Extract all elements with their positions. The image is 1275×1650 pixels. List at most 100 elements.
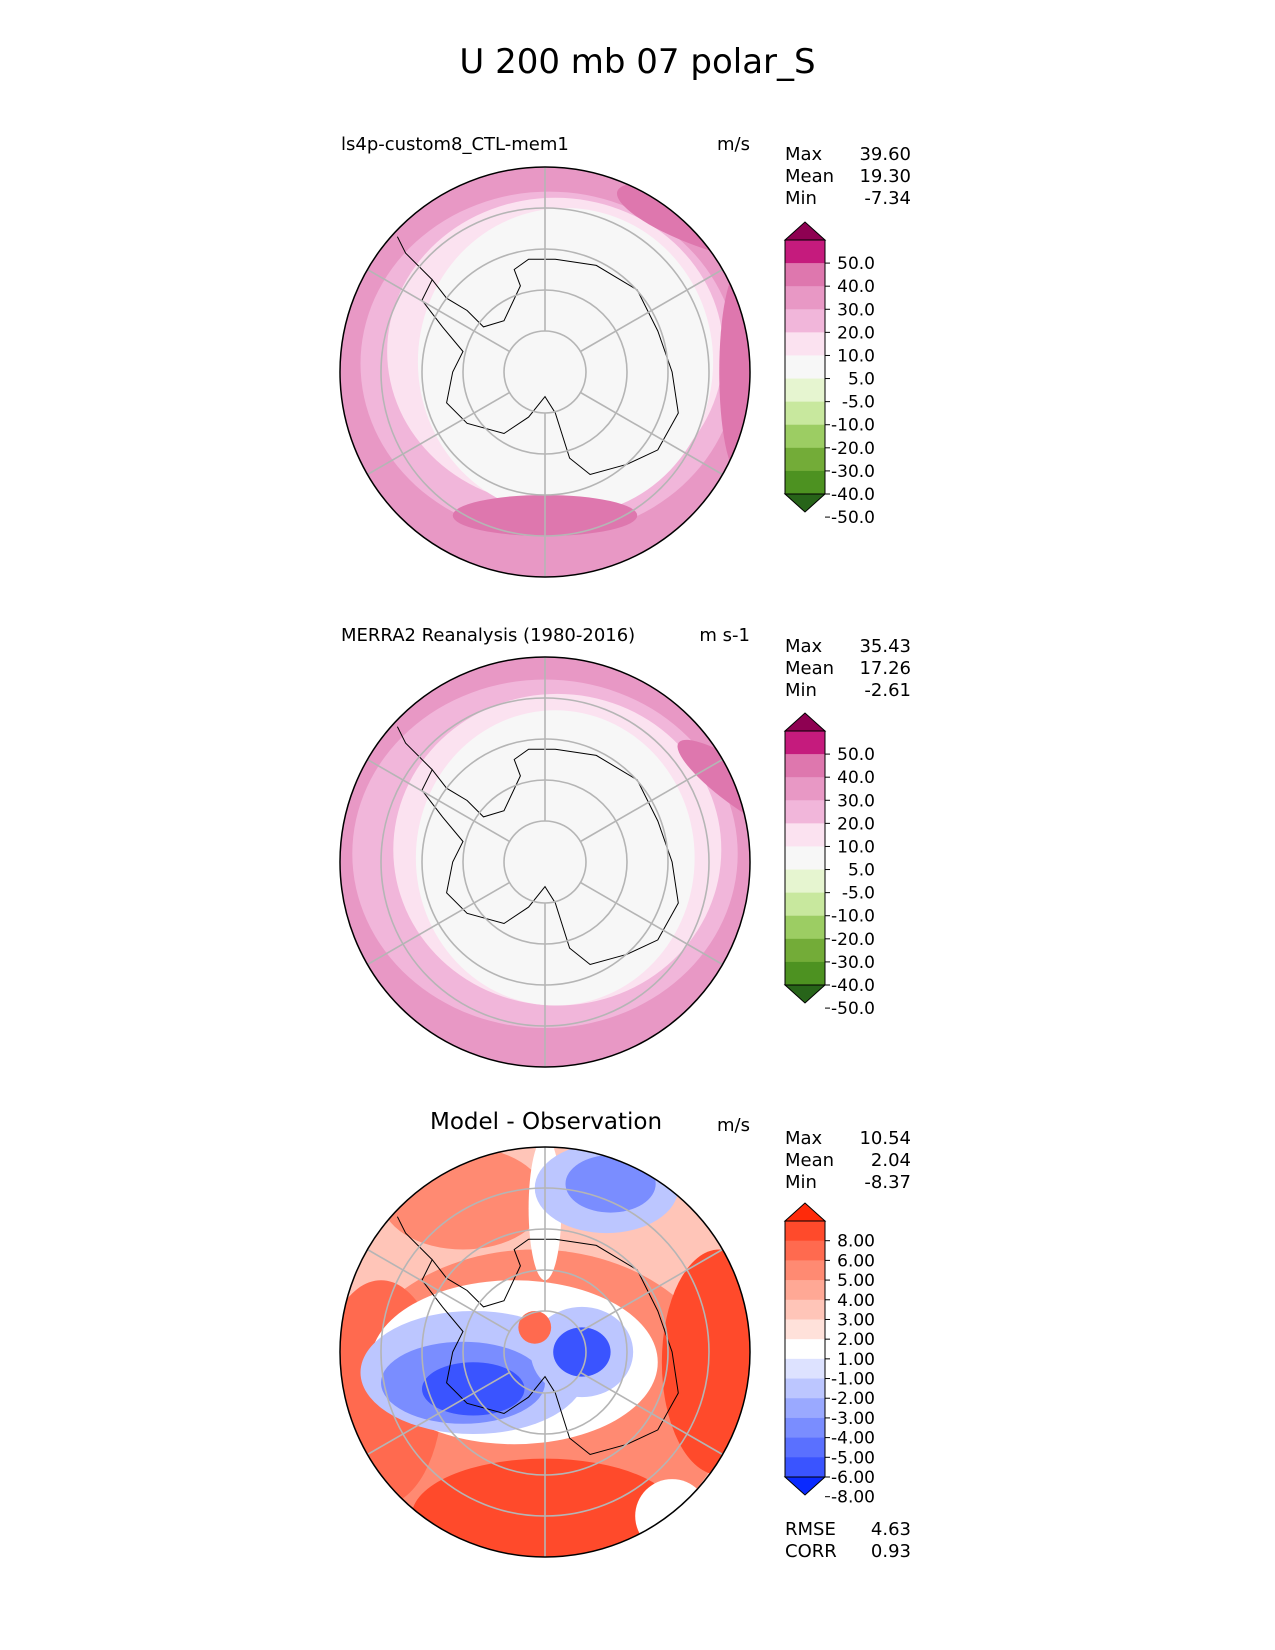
panel-label-model: ls4p-custom8_CTL-mem1: [341, 134, 569, 155]
stat-name: CORR: [785, 1541, 837, 1562]
colorbar-tick-label: 10.0: [837, 346, 875, 366]
stat-row-min: Min -8.37: [785, 1172, 911, 1194]
colorbar-segment: [785, 1260, 825, 1281]
polar-map-obs: [339, 656, 751, 1068]
stat-row-mean: Mean 2.04: [785, 1150, 911, 1172]
colorbar-tick-label: 2.00: [837, 1330, 875, 1350]
field-diff: [340, 1147, 750, 1557]
colorbar-segment: [785, 470, 825, 495]
colorbar-segment: [785, 1240, 825, 1261]
colorbar-segment: [785, 1378, 825, 1399]
colorbar-segment: [785, 823, 825, 847]
colorbar-bottom-extend: [783, 493, 827, 513]
stat-name: RMSE: [785, 1519, 836, 1540]
colorbar-tick-label: -20.0: [831, 930, 875, 950]
stat-value: 17.26: [859, 658, 911, 679]
colorbar-obs: 50.0 40.0 30.0 20.0 10.0 5.0 -5.0 -10.0 -20.0 -30…: [783, 712, 875, 1019]
colorbar-tick-label: 30.0: [837, 300, 875, 320]
stat-name: Max: [785, 144, 823, 165]
colorbar-segment: [785, 286, 825, 310]
colorbar-tick-label: -20.0: [831, 439, 875, 459]
colorbar-top-extend: [783, 712, 827, 732]
stat-value: -8.37: [864, 1172, 911, 1193]
colorbar-tick-label: 4.00: [837, 1291, 875, 1311]
colorbar-tick-label: 8.00: [837, 1232, 875, 1252]
panel-label-diff: Model - Observation: [430, 1109, 663, 1135]
colorbar-tick-label: -50.0: [831, 999, 875, 1019]
stat-row-rmse: RMSE 4.63: [785, 1519, 911, 1541]
colorbar-tick-label: 3.00: [837, 1310, 875, 1330]
colorbar-segment: [785, 961, 825, 986]
panel-units-diff: m/s: [717, 1115, 750, 1136]
antarctic-peninsula: [396, 1216, 433, 1261]
colorbar-tick-label: 1.00: [837, 1350, 875, 1370]
colorbar-segment: [785, 1398, 825, 1419]
graticule: [367, 657, 723, 1067]
colorbar-segment: [785, 240, 825, 264]
stat-name: Min: [785, 1172, 817, 1193]
stat-value: 39.60: [859, 144, 911, 165]
panel-label-obs: MERRA2 Reanalysis (1980-2016): [341, 625, 636, 646]
colorbar-segment: [785, 1339, 825, 1360]
stat-name: Max: [785, 1128, 823, 1149]
colorbar-segment: [785, 892, 825, 917]
colorbar-tick-label: 5.00: [837, 1271, 875, 1291]
antarctica-coastline: [421, 748, 679, 966]
colorbar-top-extend: [783, 221, 827, 241]
colorbar-segment: [785, 754, 825, 778]
colorbar-tick-label: 5.0: [848, 861, 875, 881]
colorbar-bottom-extend: [783, 984, 827, 1004]
colorbar-segment: [785, 1299, 825, 1320]
antarctica-coastline: [421, 1238, 679, 1456]
stat-value: 35.43: [859, 636, 911, 657]
field-model: [340, 167, 750, 577]
colorbar-tick-label: 50.0: [837, 254, 875, 274]
map-boundary: [339, 1146, 751, 1558]
stat-value: 4.63: [870, 1519, 911, 1540]
antarctica-coastline: [421, 258, 679, 476]
colorbar-segment: [785, 1417, 825, 1439]
figure-title: U 200 mb 07 polar_S: [459, 42, 816, 82]
colorbar-tick-label: -30.0: [831, 953, 875, 973]
polar-map-model: [339, 166, 751, 578]
stat-row-max: Max 35.43: [785, 636, 911, 658]
colorbar-bottom-extend: [783, 1476, 827, 1496]
stat-row-mean: Mean 17.26: [785, 658, 911, 680]
colorbar-segment: [785, 1221, 825, 1242]
stat-value: 10.54: [859, 1128, 911, 1149]
colorbar-segment: [785, 846, 825, 871]
colorbar-segment: [785, 355, 825, 380]
colorbar-tick-label: 40.0: [837, 768, 875, 788]
stat-name: Mean: [785, 1150, 835, 1171]
stat-value: -2.61: [864, 680, 911, 701]
stat-value: -7.34: [864, 188, 911, 209]
stat-row-max: Max 10.54: [785, 1128, 911, 1150]
colorbar-segment: [785, 777, 825, 801]
map-boundary: [339, 656, 751, 1068]
stat-value: 19.30: [859, 166, 911, 187]
stat-name: Max: [785, 636, 823, 657]
stats-diff: Max 10.54 Mean 2.04 Min -8.37: [785, 1128, 911, 1194]
colorbar-segment: [785, 869, 825, 894]
stat-row-max: Max 39.60: [785, 144, 911, 166]
colorbar-tick-label: 20.0: [837, 814, 875, 834]
colorbar-segment: [785, 1319, 825, 1340]
stat-value: 0.93: [870, 1541, 911, 1562]
colorbar-segment: [785, 332, 825, 356]
stat-row-mean: Mean 19.30: [785, 166, 911, 188]
colorbar-tick-label: -3.00: [831, 1409, 875, 1429]
colorbar-tick-label: 40.0: [837, 277, 875, 297]
colorbar-tick-label: -1.00: [831, 1370, 875, 1390]
colorbar-model: 50.0 40.0 30.0 20.0 10.0 5.0 -5.0 -10.0 -20.0 -30…: [783, 221, 875, 528]
colorbar-tick-label: -10.0: [831, 416, 875, 436]
colorbar-segment: [785, 800, 825, 824]
colorbar-segment: [785, 731, 825, 755]
stat-value: 2.04: [870, 1150, 911, 1171]
colorbar-segment: [785, 1437, 825, 1458]
colorbar-tick-label: -4.00: [831, 1429, 875, 1449]
colorbar-diff: 8.006.005.004.003.002.001.00-1.00-2.00-3…: [783, 1202, 875, 1508]
colorbar-tick-label: 50.0: [837, 745, 875, 765]
polar-map-diff: [339, 1146, 751, 1558]
colorbar-segment: [785, 424, 825, 449]
stat-name: Mean: [785, 658, 835, 679]
